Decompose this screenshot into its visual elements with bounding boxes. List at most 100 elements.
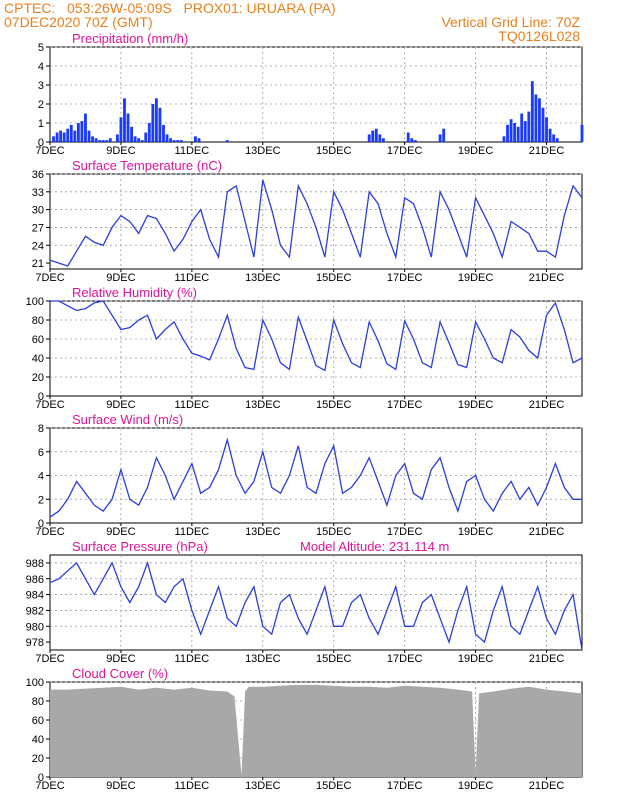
precip-bar [130, 126, 133, 142]
cloud-ytick-label: 20 [32, 753, 44, 765]
precip-ytick-label: 4 [38, 61, 44, 73]
cloud-xtick-label: 13DEC [245, 780, 281, 792]
wind-ytick-label: 4 [38, 471, 44, 483]
precip-xtick-label: 9DEC [106, 145, 135, 157]
precip-bar [144, 132, 148, 142]
precip-bar [101, 140, 105, 142]
precip-bar [123, 98, 126, 142]
precip-bar [538, 98, 541, 142]
header-grid-note: Vertical Grid Line: 70Z [441, 14, 580, 30]
wind-xtick-label: 19DEC [458, 526, 494, 538]
precip-title: Precipitation (mm/h) [72, 31, 188, 46]
press-ytick-label: 986 [26, 574, 44, 586]
precip-bar [91, 136, 94, 142]
precip-bar [520, 113, 524, 142]
press-xtick-label: 11DEC [175, 653, 210, 665]
wind-ytick-label: 2 [38, 494, 44, 506]
temp-xtick-label: 17DEC [387, 272, 423, 284]
precip-bar [367, 134, 371, 142]
precip-panel-frame [49, 46, 583, 143]
rh-ytick-label: 60 [32, 334, 44, 346]
cloud-xtick-label: 21DEC [529, 780, 565, 792]
cloud-ytick-label: 40 [32, 734, 44, 746]
precip-bar [165, 134, 169, 142]
precip-bar [406, 132, 410, 142]
precip-bar [438, 134, 442, 142]
temp-xtick-label: 7DEC [35, 272, 64, 284]
rh-xtick-label: 9DEC [106, 399, 135, 411]
precip-bar [154, 98, 158, 142]
temp-ytick-label: 27 [32, 222, 44, 234]
precip-bar [137, 138, 141, 142]
press-xtick-label: 17DEC [387, 653, 423, 665]
press-xtick-label: 21DEC [529, 653, 565, 665]
press-xtick-label: 19DEC [458, 653, 494, 665]
temp-ytick-label: 33 [32, 187, 44, 199]
header-location: CPTEC: 053:26W-05:09S PROX01: URUARA (PA… [4, 0, 336, 16]
precip-xtick-label: 21DEC [529, 145, 565, 157]
precip-bar [62, 132, 66, 142]
press-xtick-label: 9DEC [106, 653, 135, 665]
cloud-xtick-label: 9DEC [106, 780, 135, 792]
rh-ytick-label: 80 [32, 315, 44, 327]
rh-xtick-label: 15DEC [316, 399, 352, 411]
press-ytick-label: 988 [26, 558, 44, 570]
rh-series-line [50, 300, 583, 372]
cloud-ytick-label: 80 [32, 696, 44, 708]
precip-xtick-label: 19DEC [458, 145, 494, 157]
precip-ytick-label: 2 [38, 99, 44, 111]
wind-xtick-label: 11DEC [175, 526, 210, 538]
precip-bar [516, 126, 520, 142]
precip-bar [73, 130, 77, 142]
precip-bar [115, 134, 119, 142]
temp-ytick-label: 21 [32, 258, 44, 270]
rh-ytick-label: 0 [38, 391, 44, 403]
precip-bar [94, 138, 98, 142]
wind-xtick-label: 15DEC [316, 526, 352, 538]
precip-bar [69, 124, 73, 142]
precip-bar [530, 81, 534, 142]
temp-xtick-label: 11DEC [175, 272, 210, 284]
precip-bar [374, 128, 378, 142]
precip-ytick-label: 3 [38, 80, 44, 92]
precip-bar [126, 113, 130, 142]
rh-title: Relative Humidity (%) [72, 285, 197, 300]
temp-series-line [49, 179, 583, 267]
cloud-title: Cloud Cover (%) [72, 666, 168, 681]
rh-ytick-label: 100 [26, 296, 44, 308]
cloud-ytick-label: 0 [38, 772, 44, 784]
cloud-ytick-label: 100 [26, 677, 44, 689]
precip-bar [552, 134, 556, 142]
precip-bar [371, 130, 375, 142]
precip-xtick-label: 17DEC [387, 145, 423, 157]
wind-xtick-label: 21DEC [529, 526, 565, 538]
rh-xtick-label: 7DEC [35, 399, 64, 411]
precip-bar [548, 128, 552, 142]
wind-xtick-label: 13DEC [245, 526, 281, 538]
precip-bar [176, 140, 180, 142]
precip-ytick-label: 1 [38, 118, 44, 130]
temp-xtick-label: 19DEC [458, 272, 494, 284]
rh-ytick-label: 40 [32, 353, 44, 365]
precip-bar [87, 130, 91, 142]
precip-bar [140, 140, 144, 142]
cloud-xtick-label: 11DEC [175, 780, 210, 792]
temp-xtick-label: 9DEC [106, 272, 135, 284]
wind-series-line [49, 437, 582, 518]
precip-bar [381, 138, 385, 142]
precip-bar [108, 138, 112, 142]
precip-bar [98, 140, 102, 142]
precip-bar [502, 136, 506, 142]
precip-bar [172, 140, 176, 142]
precip-bar [225, 140, 229, 142]
cloud-xtick-label: 19DEC [458, 780, 494, 792]
wind-xtick-label: 17DEC [387, 526, 423, 538]
wind-ytick-label: 8 [38, 423, 44, 435]
precip-bar [545, 117, 548, 142]
precip-bar [158, 107, 162, 142]
press-panel-frame [49, 554, 583, 651]
precip-bar [523, 121, 527, 142]
wind-ytick-label: 0 [38, 518, 44, 530]
press-ytick-label: 984 [26, 590, 44, 602]
